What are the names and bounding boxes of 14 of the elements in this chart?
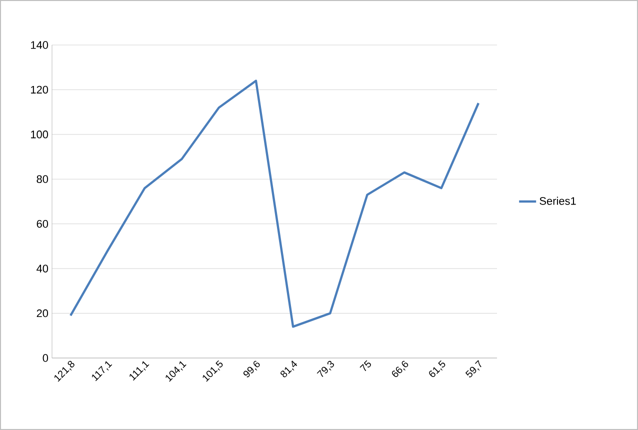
legend-label: Series1: [540, 196, 576, 205]
x-tick-label: 75: [360, 360, 371, 372]
y-tick-label: 20: [36, 309, 48, 318]
y-tick-label: 60: [36, 220, 48, 228]
y-tick-label: 140: [31, 41, 48, 49]
x-tick-label: 66,6: [392, 360, 408, 378]
x-tick-label: 79,3: [316, 360, 334, 378]
y-tick-label: 40: [36, 264, 48, 272]
line-series: [69, 80, 480, 328]
y-tick-label: 0: [42, 354, 48, 362]
y-tick-label: 120: [31, 86, 48, 94]
x-tick-label: 61,5: [429, 360, 446, 378]
y-tick-label: 100: [31, 130, 48, 138]
y-tick-label: 80: [36, 175, 48, 184]
